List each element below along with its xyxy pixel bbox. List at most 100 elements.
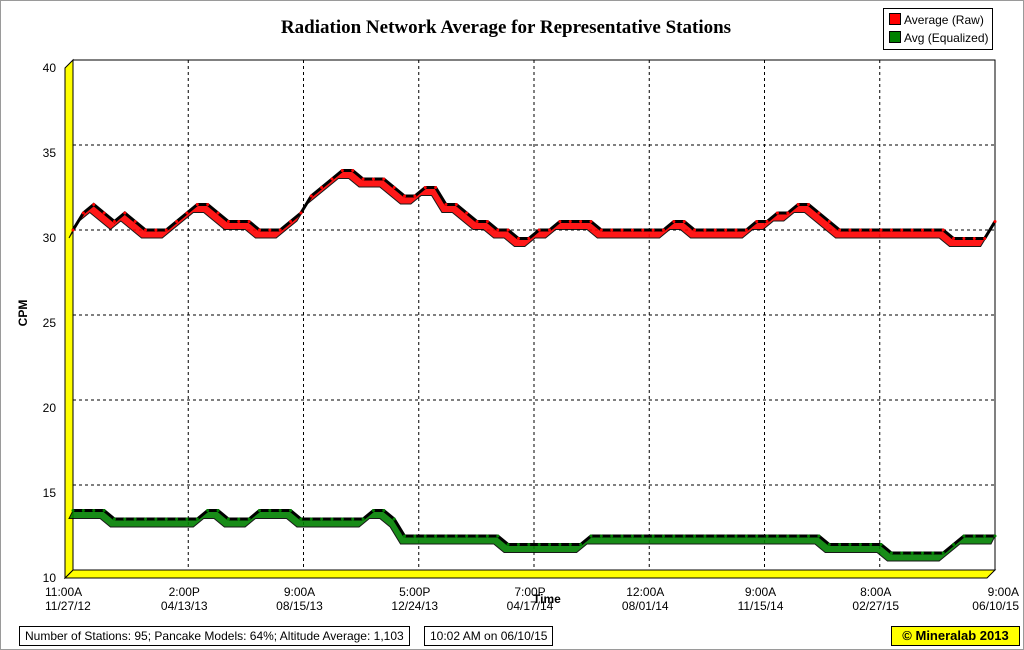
series-0-point-6 [133, 220, 137, 223]
series-0-point-58 [672, 220, 676, 223]
series-1-point-89 [993, 534, 997, 538]
series-0-point-30 [382, 177, 386, 181]
series-0-point-41 [496, 228, 500, 232]
x-tick-time: 9:00A [284, 585, 315, 599]
y-axis-label: CPM [16, 299, 30, 327]
x-tick-time: 7:00P [514, 585, 545, 599]
series-0-point-62 [713, 228, 717, 232]
x-axis-label: Time [533, 592, 561, 606]
series-0-point-78 [879, 228, 883, 232]
x-tick-time: 9:00A [988, 585, 1019, 599]
series-1-point-54 [630, 534, 634, 538]
series-0-point-48 [568, 220, 572, 223]
series-0-point-73 [827, 220, 831, 223]
x-tick-date: 02/27/15 [852, 599, 899, 613]
series-line-1 [73, 509, 995, 555]
series-1-point-45 [537, 543, 541, 546]
series-1-point-69 [786, 534, 790, 538]
legend-swatch-raw [889, 13, 901, 25]
series-1-point-17 [247, 517, 251, 521]
series-1-point-19 [268, 509, 272, 512]
series-0-point-8 [154, 228, 158, 232]
series-0-point-44 [527, 237, 531, 240]
series-0-point-76 [858, 228, 862, 232]
series-1-point-58 [672, 534, 676, 538]
series-1-point-79 [889, 551, 893, 555]
series-0-point-59 [682, 220, 686, 223]
series-1-point-40 [485, 534, 489, 538]
series-1-point-47 [558, 543, 562, 546]
series-0-point-43 [516, 237, 520, 240]
series-1-point-6 [133, 517, 137, 521]
series-1-point-10 [175, 517, 179, 521]
series-0-point-4 [112, 220, 116, 223]
series-1-point-1 [81, 509, 85, 512]
series-1-point-70 [796, 534, 800, 538]
series-0-point-70 [796, 203, 800, 206]
series-0-point-36 [444, 203, 448, 206]
series-1-point-82 [920, 551, 924, 555]
series-1-point-62 [713, 534, 717, 538]
series-1-point-12 [195, 517, 199, 521]
stations-info: Number of Stations: 95; Pancake Models: … [19, 626, 410, 646]
legend-item-raw: Average (Raw) [889, 12, 984, 28]
series-0-point-86 [962, 237, 966, 240]
series-0-point-53 [620, 228, 624, 232]
series-0-point-24 [320, 186, 324, 189]
series-1-point-57 [661, 534, 665, 538]
series-0-point-64 [734, 228, 738, 232]
series-1-point-53 [620, 534, 624, 538]
series-0-point-27 [351, 169, 355, 172]
series-line-0 [71, 169, 997, 240]
series-0-point-47 [558, 220, 562, 223]
x-tick-time: 8:00A [860, 585, 891, 599]
series-1-point-68 [775, 534, 779, 538]
y-tick-label: 25 [43, 316, 57, 330]
series-1-point-85 [952, 543, 956, 546]
series-0-point-1 [81, 211, 85, 215]
series-0-point-57 [661, 228, 665, 232]
legend-label-raw: Average (Raw) [904, 13, 984, 27]
series-1-point-60 [693, 534, 697, 538]
series-0-point-15 [226, 220, 230, 223]
series-1-point-67 [765, 534, 769, 538]
series-1-point-2 [92, 509, 96, 512]
series-0-point-16 [237, 220, 241, 223]
series-1-point-46 [548, 543, 552, 546]
series-1-point-86 [962, 534, 966, 538]
series-0-point-69 [786, 211, 790, 215]
series-0-point-9 [164, 228, 168, 232]
series-1-point-51 [599, 534, 603, 538]
series-0-point-84 [941, 228, 945, 232]
x-tick-time: 5:00P [399, 585, 430, 599]
series-1-point-4 [112, 517, 116, 521]
series-1-point-71 [807, 534, 811, 538]
series-1-point-59 [682, 534, 686, 538]
series-1-point-50 [589, 534, 593, 538]
series-0-point-68 [775, 211, 779, 215]
x-tick-date: 04/17/14 [507, 599, 554, 613]
series-0-point-40 [485, 220, 489, 223]
series-0-point-35 [434, 186, 438, 189]
series-0-point-51 [599, 228, 603, 232]
series-0-point-80 [900, 228, 904, 232]
series-0-point-61 [703, 228, 707, 232]
series-1-point-35 [434, 534, 438, 538]
series-0-point-52 [610, 228, 614, 232]
series-0-point-82 [920, 228, 924, 232]
series-1-point-28 [361, 517, 365, 521]
series-1-point-88 [983, 534, 987, 538]
series-1-point-3 [102, 509, 106, 512]
series-0-point-19 [268, 228, 272, 232]
series-1-point-75 [848, 543, 852, 546]
series-0-point-14 [216, 211, 220, 215]
series-0-point-55 [641, 228, 645, 232]
series-1-point-66 [755, 534, 759, 538]
series-0-point-89 [993, 220, 997, 223]
series-1-point-31 [392, 517, 396, 521]
y-tick-label: 35 [43, 146, 57, 160]
series-0-point-60 [693, 228, 697, 232]
series-0-point-34 [423, 186, 427, 189]
series-0-point-65 [744, 228, 748, 232]
series-0-point-23 [309, 194, 313, 198]
